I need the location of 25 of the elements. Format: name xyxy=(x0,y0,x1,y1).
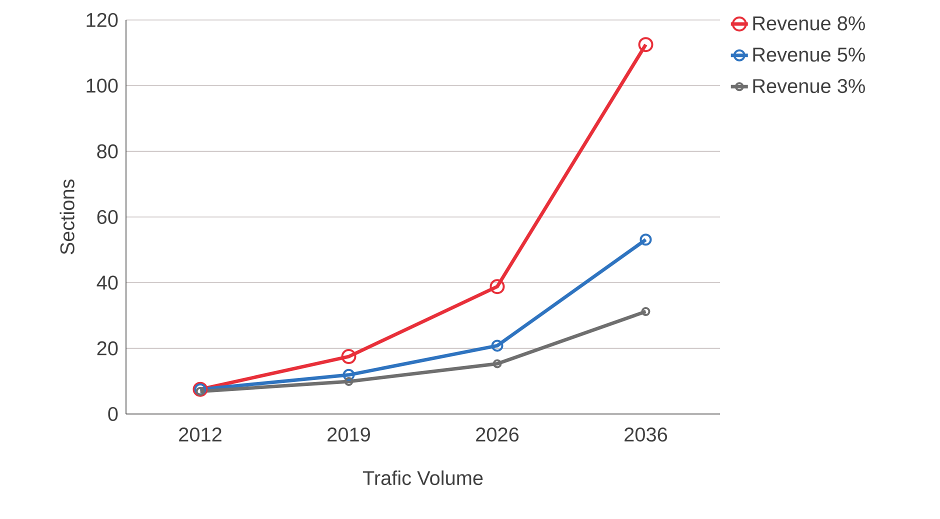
x-tick-label: 2012 xyxy=(179,428,222,442)
x-tick-label: 2026 xyxy=(476,428,519,442)
point xyxy=(342,368,355,381)
legend-label: Revenue 5% xyxy=(753,48,865,62)
y-axis-title: Sections xyxy=(60,180,74,254)
point xyxy=(492,359,502,368)
x-tick-label: 2036 xyxy=(624,428,668,442)
legend-label: Revenue 3% xyxy=(753,78,865,94)
x-tick-label: 2019 xyxy=(328,428,370,442)
point xyxy=(641,307,650,316)
point xyxy=(341,349,356,364)
legend-label: Revenue 8% xyxy=(753,16,865,30)
y-tick-label: 120 xyxy=(86,12,118,28)
y-tick-label: 80 xyxy=(97,144,118,158)
point xyxy=(640,234,652,246)
y-tick-label: 100 xyxy=(86,78,118,93)
y-tick-label: 40 xyxy=(96,276,118,290)
x-axis-title: Trafic Volume xyxy=(362,470,483,486)
point xyxy=(491,340,504,352)
point xyxy=(344,376,354,386)
point xyxy=(490,279,505,294)
y-tick-label: 0 xyxy=(108,406,118,422)
y-tick-label: 20 xyxy=(97,341,118,356)
point xyxy=(638,37,654,52)
y-tick-label: 60 xyxy=(97,210,118,224)
